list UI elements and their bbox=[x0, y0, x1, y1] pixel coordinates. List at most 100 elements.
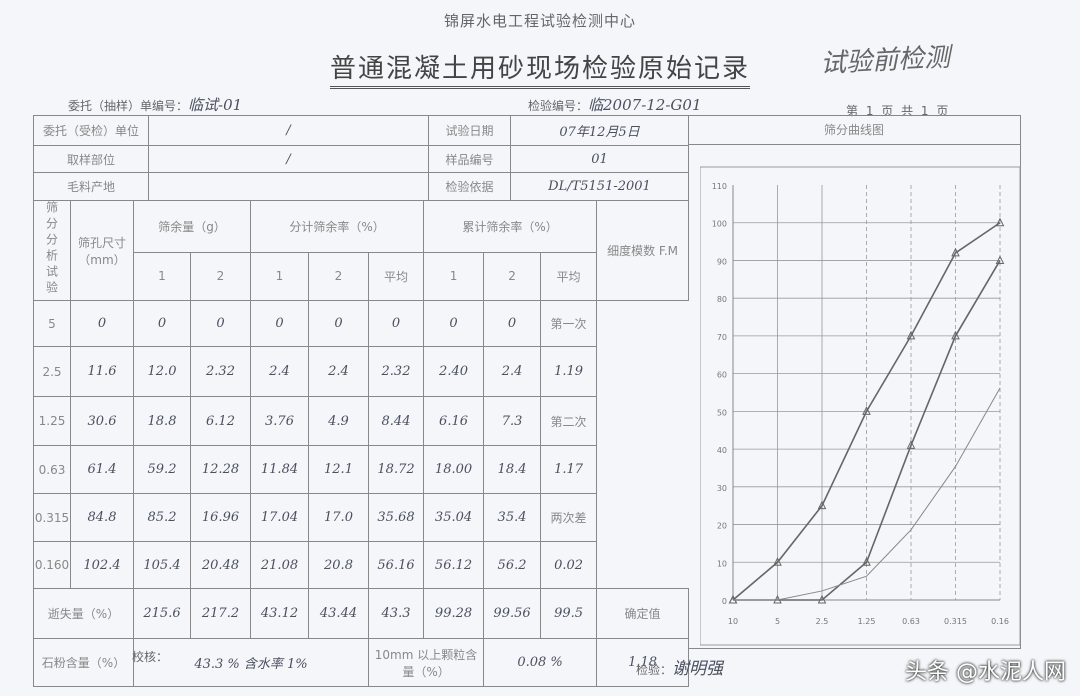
value-cell: 6.16 bbox=[423, 396, 485, 446]
value-cell: 35.68 bbox=[367, 493, 425, 542]
value-cell: 17.04 bbox=[250, 493, 309, 542]
x-tick-label: 0.16 bbox=[991, 617, 1009, 626]
origin-value bbox=[148, 172, 429, 201]
test-number: 检验编号：临2007-12-G01 bbox=[528, 94, 701, 115]
handwritten-note: 试验前检测 bbox=[819, 42, 951, 80]
value-cell: 4.9 bbox=[308, 396, 369, 446]
fm-cell: 1.19 bbox=[540, 346, 598, 397]
value-cell: 85.2 bbox=[133, 493, 191, 542]
y-tick-label: 80 bbox=[717, 295, 727, 304]
fm-cell: 0.02 bbox=[540, 541, 598, 589]
data-point bbox=[906, 440, 916, 449]
value-cell: 18.72 bbox=[367, 445, 425, 494]
value-cell: 18.4 bbox=[483, 445, 542, 494]
value-cell: 17.0 bbox=[308, 493, 369, 542]
date-label: 试验日期 bbox=[428, 115, 511, 146]
value-cell: 2.4 bbox=[483, 346, 542, 397]
x-tick-label: 0.63 bbox=[902, 617, 920, 626]
page-info: 第 1 页 共 1 页 bbox=[846, 104, 951, 118]
subheader: 2 bbox=[483, 251, 542, 302]
basis-value: DL/T5151-2001 bbox=[510, 172, 689, 201]
value-cell: 0 bbox=[483, 300, 542, 347]
test-no-label: 检验编号： bbox=[528, 99, 589, 113]
table-row: 1.25 30.6 18.8 6.12 3.76 4.9 8.44 6.16 7.3 第二次 bbox=[33, 396, 689, 446]
sieve-size: 0.63 bbox=[33, 445, 71, 494]
subheader: 平均 bbox=[367, 251, 425, 302]
data-point bbox=[906, 330, 916, 340]
col-fm: 细度模数 F.M bbox=[596, 200, 690, 301]
value-cell: 8.44 bbox=[367, 396, 425, 446]
value-cell: 18.8 bbox=[133, 396, 191, 446]
value-cell: 2.32 bbox=[190, 346, 251, 397]
review-label: 校核： bbox=[132, 650, 169, 664]
loss-label: 逝失量（%） bbox=[33, 588, 134, 639]
inspect-label: 检验： bbox=[636, 663, 673, 677]
location-label: 取样部位 bbox=[33, 145, 149, 173]
y-tick-label: 110 bbox=[712, 182, 727, 191]
x-tick-label: 1.25 bbox=[858, 617, 876, 626]
col-retained: 筛余量（g） bbox=[133, 200, 251, 253]
table-row: 0.160 102.4 105.4 20.48 21.08 20.8 56.16 56.12 5… bbox=[33, 541, 689, 589]
y-tick-label: 20 bbox=[717, 522, 727, 531]
page-title: 普通混凝土用砂现场检验原始记录 bbox=[0, 48, 1080, 89]
client-label: 委托（受检）单位 bbox=[33, 115, 149, 146]
organization-name: 锦屏水电工程试验检测中心 bbox=[443, 12, 636, 30]
basis-label: 检验依据 bbox=[428, 172, 511, 201]
value-cell: 0 bbox=[367, 300, 425, 347]
value-cell: 2.4 bbox=[308, 346, 369, 397]
value-cell: 43.12 bbox=[250, 588, 309, 639]
inspector-signature: 谢明强 bbox=[672, 659, 724, 679]
stone-powder-row: 石粉含量（%） 43.3 % 含水率 1% 10mm 以上颗粒含量（%） 0.08 %… bbox=[33, 638, 690, 687]
value-cell: 99.28 bbox=[423, 588, 485, 639]
subheader: 2 bbox=[190, 251, 251, 302]
sample-label: 样品编号 bbox=[428, 145, 511, 173]
value-cell: 56.2 bbox=[483, 541, 542, 589]
data-point bbox=[862, 406, 871, 415]
stone-powder-label: 石粉含量（%） bbox=[33, 638, 134, 687]
table-row: 0.63 61.4 59.2 12.28 11.84 12.1 18.72 18.00 18.4… bbox=[33, 445, 689, 494]
value-cell: 11.6 bbox=[70, 346, 134, 397]
x-tick-label: 2.5 bbox=[816, 617, 829, 626]
data-point bbox=[995, 217, 1005, 227]
y-tick-label: 40 bbox=[717, 446, 727, 455]
value-cell: 217.2 bbox=[190, 588, 251, 639]
y-tick-label: 100 bbox=[712, 220, 727, 229]
sample-value: 01 bbox=[510, 145, 689, 173]
sieve-size: 0.160 bbox=[33, 541, 71, 589]
y-tick-label: 50 bbox=[717, 408, 727, 417]
watermark: 头条 @水泥人网 bbox=[905, 660, 1066, 685]
x-tick-label: 0.315 bbox=[944, 617, 967, 626]
table-row: 5 0 0 0 0 0 0 0 0 第一次 bbox=[33, 300, 689, 347]
value-cell: 2.4 bbox=[250, 346, 309, 397]
col-partial: 分计筛余率（%） bbox=[249, 200, 425, 253]
table-row: 0.315 84.8 85.2 16.96 17.04 17.0 35.68 35.04 35.… bbox=[33, 493, 689, 542]
value-cell: 84.8 bbox=[70, 493, 134, 542]
sieve-table: 筛分分析试验 筛孔尺寸（mm） 筛余量（g） 分计筛余率（%） 累计筛余率（%）… bbox=[33, 200, 690, 687]
order-value: 临试-01 bbox=[188, 96, 243, 114]
value-cell: 12.28 bbox=[190, 445, 251, 494]
value-cell: 7.3 bbox=[483, 396, 542, 446]
data-point bbox=[951, 247, 960, 257]
subheader: 1 bbox=[423, 251, 485, 302]
table-row: 逝失量（%） 215.6 217.2 43.12 43.44 43.3 99.28 99.56… bbox=[33, 588, 690, 639]
value-cell: 105.4 bbox=[133, 541, 191, 589]
x-tick-label: 10 bbox=[728, 617, 738, 626]
sieve-size: 2.5 bbox=[33, 346, 71, 397]
client-value: / bbox=[148, 115, 429, 146]
data-point bbox=[862, 557, 871, 566]
chart-frame bbox=[700, 166, 1021, 646]
sieve-size: 5 bbox=[33, 300, 71, 347]
series-line bbox=[732, 222, 1001, 601]
value-cell: 0 bbox=[308, 300, 369, 347]
subheader: 1 bbox=[250, 251, 309, 302]
value-cell: 43.3 bbox=[367, 588, 425, 639]
large-particle-value: 0.08 % bbox=[483, 638, 598, 687]
value-cell: 43.44 bbox=[308, 588, 369, 639]
value-cell: 12.0 bbox=[133, 346, 191, 397]
test-no-value: 临2007-12-G01 bbox=[588, 96, 702, 114]
section-label: 筛分分析试验 bbox=[44, 201, 59, 298]
title-text: 普通混凝土用砂现场检验原始记录 bbox=[329, 54, 750, 89]
value-cell: 18.00 bbox=[423, 445, 485, 494]
value-cell: 56.16 bbox=[367, 541, 425, 589]
data-point bbox=[817, 500, 827, 510]
